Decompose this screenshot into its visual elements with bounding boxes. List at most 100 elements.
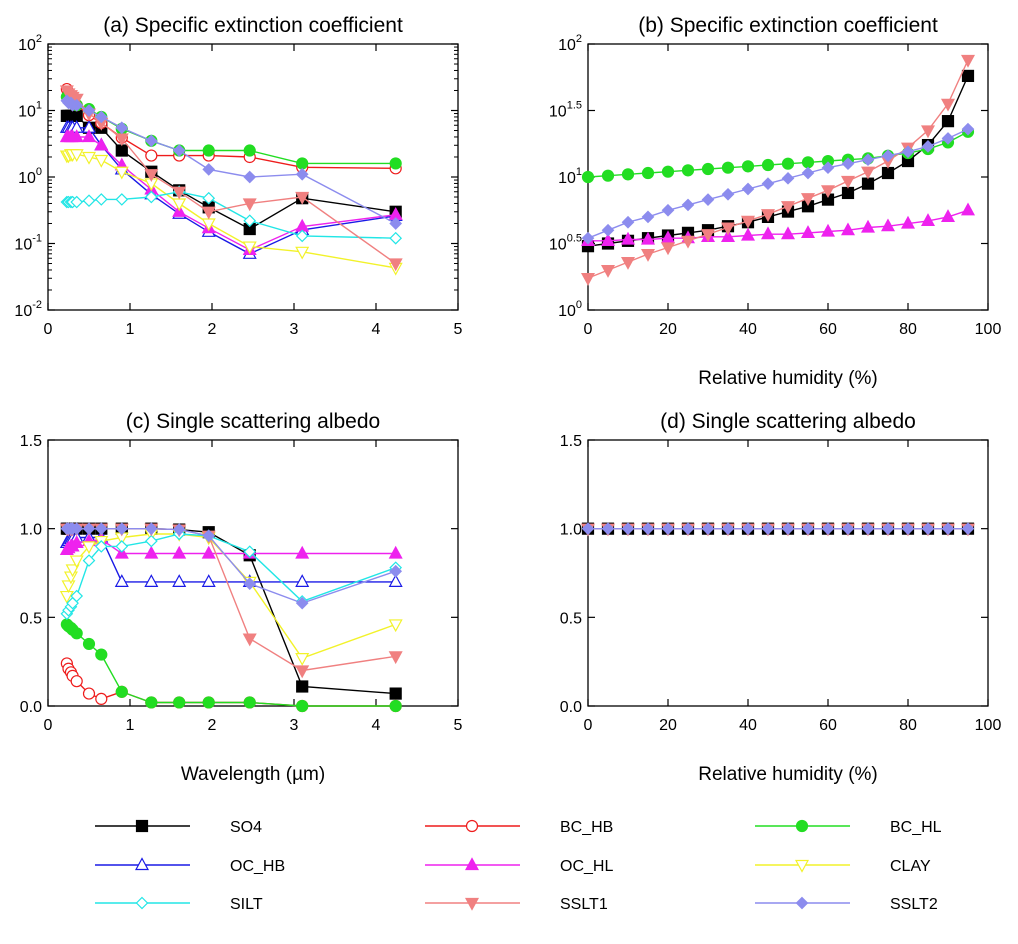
legend-marker (464, 857, 480, 871)
data-point (201, 206, 216, 220)
data-point (243, 170, 257, 184)
y-tick-label: 101 (18, 100, 42, 121)
data-point (961, 522, 975, 536)
data-point (145, 149, 158, 162)
panel-title: (b) Specific extinction coefficient (638, 14, 938, 37)
data-point (881, 149, 895, 163)
data-point (961, 69, 975, 83)
data-point (296, 157, 309, 170)
data-point (581, 522, 595, 536)
data-point (800, 225, 816, 238)
data-point (841, 522, 855, 536)
data-point (295, 596, 309, 610)
x-tick-label: 5 (454, 717, 463, 734)
data-point (295, 229, 309, 243)
y-tick-base: 10 (18, 37, 36, 54)
data-point (115, 193, 129, 206)
data-point (202, 529, 216, 543)
data-point (389, 564, 403, 578)
data-point (70, 195, 84, 209)
x-tick-label: 20 (659, 717, 677, 734)
legend-marker (795, 896, 809, 910)
y-tick-exponent: 0 (36, 166, 42, 178)
data-point (821, 522, 835, 536)
panel-d: (d) Single scattering albedo 0 20 40 60 80 100… (560, 410, 1002, 785)
data-point (296, 680, 309, 693)
data-point (115, 540, 129, 553)
panel-title: (c) Single scattering albedo (126, 410, 380, 433)
data-point (81, 151, 97, 165)
y-tick-base: 10 (549, 237, 567, 254)
legend-label: SILT (230, 896, 263, 913)
legend-label: BC_HL (890, 819, 942, 836)
data-point (721, 161, 735, 174)
legend-label: SSLT1 (560, 896, 608, 913)
panel-title: (a) Specific extinction coefficient (103, 14, 403, 37)
series-bc-hb (60, 657, 402, 713)
y-tick-base: 10 (558, 303, 576, 320)
series-bc-hl (581, 125, 975, 184)
x-axis-label: Relative humidity (%) (698, 368, 878, 389)
x-tick-label: 60 (819, 321, 837, 338)
y-tick-base: 10 (558, 37, 576, 54)
data-point (761, 177, 775, 190)
data-point (601, 522, 615, 536)
legend-label: SSLT2 (890, 896, 938, 913)
data-point (620, 231, 636, 245)
data-point (295, 191, 310, 205)
legend-entry-silt: SILT (95, 896, 263, 913)
x-tick-label: 0 (44, 321, 53, 338)
data-point (681, 522, 695, 536)
data-point (144, 574, 159, 587)
data-point (115, 685, 128, 698)
data-point (82, 194, 96, 208)
data-point (840, 175, 856, 189)
data-point (202, 696, 215, 709)
series-so4 (581, 69, 975, 253)
series-sslt1 (59, 85, 403, 272)
data-point (389, 687, 402, 700)
data-point (801, 166, 815, 180)
y-tick-exponent: 1 (576, 166, 582, 178)
data-point (243, 696, 256, 709)
data-point (940, 98, 956, 112)
data-point (65, 564, 80, 578)
y-tick-label: 0.0 (20, 699, 42, 716)
data-point (661, 522, 675, 536)
data-point (82, 104, 96, 117)
data-point (94, 193, 108, 206)
y-tick-label: 0.0 (560, 699, 582, 716)
data-point (115, 121, 129, 135)
data-point (114, 574, 129, 587)
legend-entry-so4: SO4 (95, 819, 262, 836)
data-point (860, 166, 876, 180)
x-axis-label: Relative humidity (%) (698, 764, 878, 785)
data-point (388, 619, 403, 633)
data-point (295, 167, 309, 181)
data-point (95, 692, 108, 706)
data-point (901, 145, 915, 159)
data-point (172, 545, 187, 559)
data-point (840, 222, 856, 236)
panel-c: (c) Single scattering albedo 0 1 2 3 4 5 0.0 0.5… (20, 410, 463, 785)
data-point (920, 213, 936, 226)
legend-entry-oc-hl: OC_HL (425, 857, 613, 875)
data-point (70, 627, 83, 640)
series-sslt2 (60, 522, 403, 610)
data-point (900, 215, 916, 229)
data-point (59, 590, 74, 604)
data-point (144, 190, 158, 204)
data-point (389, 699, 402, 713)
legend-marker (135, 896, 149, 910)
data-point (242, 633, 257, 647)
data-point (960, 54, 976, 68)
data-point (861, 522, 875, 536)
series-line (66, 663, 396, 707)
data-point (82, 637, 96, 651)
legend-label: OC_HB (230, 858, 285, 875)
data-point (295, 246, 310, 260)
y-tick-label: 10-1 (14, 233, 42, 254)
data-point (701, 522, 715, 536)
y-tick-base: 10 (18, 170, 36, 187)
